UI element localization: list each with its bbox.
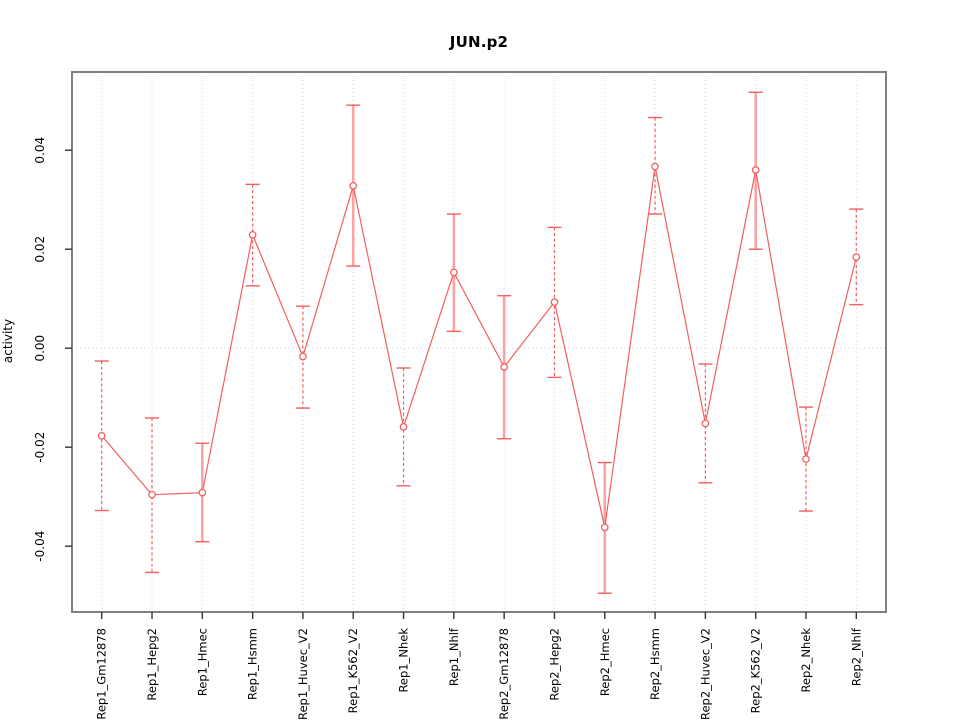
data-point	[198, 488, 207, 497]
x-category-label: Rep1_Huvec_V2	[296, 628, 310, 720]
data-point	[449, 268, 458, 277]
x-category-label: Rep1_Hmec	[195, 628, 209, 696]
data-point	[500, 363, 509, 371]
y-tick-label: -0.02	[33, 432, 47, 463]
chart-title: JUN.p2	[449, 33, 509, 51]
x-category-label: Rep2_Hepg2	[547, 628, 561, 701]
x-category-label: Rep1_K562_V2	[346, 628, 360, 713]
data-point	[399, 423, 408, 431]
data-point	[751, 166, 760, 174]
data-point	[701, 419, 710, 428]
data-point	[248, 230, 257, 239]
data-point	[651, 162, 659, 171]
x-category-label: Rep1_Hepg2	[145, 628, 159, 701]
x-category-label: Rep2_K562_V2	[749, 628, 763, 713]
x-category-label: Rep2_Nhek	[799, 628, 813, 693]
x-category-label: Rep1_Nhek	[397, 628, 411, 693]
x-category-label: Rep2_Gm12878	[497, 628, 511, 720]
data-point	[148, 490, 156, 499]
data-point	[802, 455, 810, 463]
x-category-label: Rep2_Hsmm	[648, 628, 662, 700]
series-line	[101, 166, 857, 528]
x-category-label: Rep2_Huvec_V2	[698, 628, 712, 720]
data-point	[600, 523, 609, 532]
x-category-label: Rep1_Hsmm	[246, 628, 260, 700]
data-point	[97, 431, 106, 440]
y-tick-label: -0.04	[33, 531, 47, 562]
y-tick-label: 0.04	[33, 137, 47, 164]
x-category-label: Rep2_Nhlf	[849, 627, 863, 686]
y-tick-label: 0.02	[33, 236, 47, 263]
data-point	[852, 253, 861, 261]
y-tick-label: 0.00	[33, 335, 47, 362]
data-point	[550, 298, 559, 307]
data-point	[349, 181, 358, 190]
x-category-label: Rep2_Hmec	[598, 628, 612, 696]
plot-border	[71, 71, 887, 613]
data-point	[299, 352, 307, 361]
x-category-label: Rep1_Nhlf	[447, 627, 461, 686]
x-category-label: Rep1_Gm12878	[95, 628, 109, 720]
